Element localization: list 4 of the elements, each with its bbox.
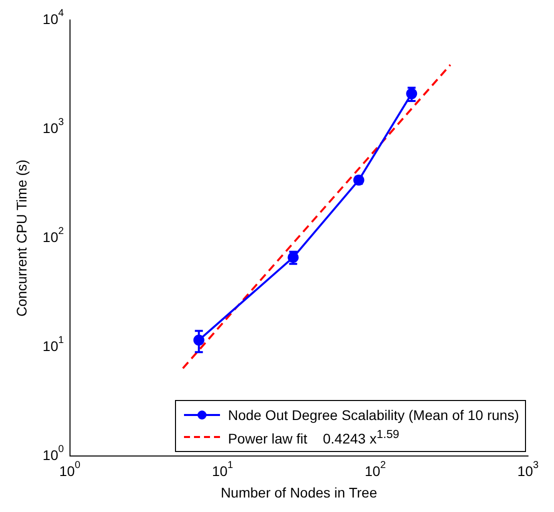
x-axis-title: Number of Nodes in Tree — [220, 484, 378, 500]
legend-label: Node Out Degree Scalability (Mean of 10 runs) — [228, 407, 519, 423]
y-axis-title: Concurrent CPU Time (s) — [13, 160, 30, 317]
legend-label: Power law fit 0.4243 x$^{1.59}$ — [228, 428, 400, 446]
